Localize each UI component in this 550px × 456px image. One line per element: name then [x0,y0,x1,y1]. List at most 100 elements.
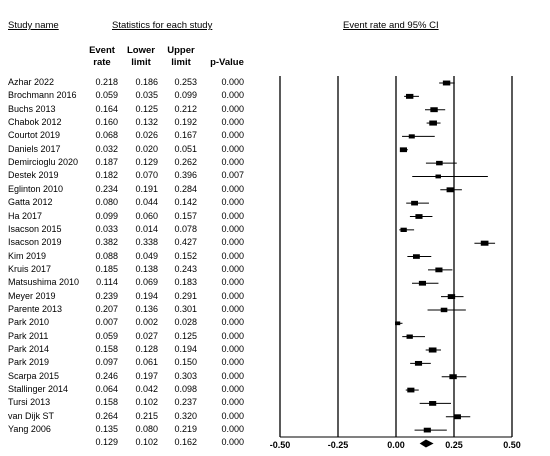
study-15-estimate-marker [418,280,427,286]
study-8-row: Eglinton 2010 0.234 0.191 0.284 0.000 [0,183,260,196]
study-3-study-name: Chabok 2012 [8,117,62,128]
ci-header: Event rate and 95% CI [343,20,439,31]
summary-p-value: 0.000 [221,437,244,448]
study-7-lower-limit: 0.070 [135,170,158,181]
study-10-event-rate: 0.099 [95,210,118,221]
study-19-event-rate: 0.059 [95,330,118,341]
study-3-estimate-marker [429,120,437,126]
study-6-event-rate: 0.187 [95,157,118,168]
study-4-row: Courtot 2019 0.068 0.026 0.167 0.000 [0,129,260,142]
study-12-lower-limit: 0.338 [135,237,158,248]
study-23-upper-limit: 0.098 [174,384,197,395]
study-10-estimate-marker [415,214,423,219]
study-23-p-value: 0.000 [221,384,244,395]
study-24-event-rate: 0.158 [95,397,118,408]
study-16-row: Meyer 2019 0.239 0.194 0.291 0.000 [0,290,260,303]
study-17-event-rate: 0.207 [95,303,118,314]
x-tick-label-3: 0.25 [445,440,463,450]
study-21-p-value: 0.000 [221,357,244,368]
study-2-study-name: Buchs 2013 [8,103,56,114]
study-0-row: Azhar 2022 0.218 0.186 0.253 0.000 [0,76,260,89]
summary-lower-limit: 0.102 [135,437,158,448]
study-4-p-value: 0.000 [221,130,244,141]
study-9-upper-limit: 0.142 [174,197,197,208]
study-12-upper-limit: 0.427 [174,237,197,248]
study-5-lower-limit: 0.020 [135,143,158,154]
study-26-study-name: Yang 2006 [8,424,51,435]
summary-row: 0.129 0.102 0.162 0.000 [0,436,260,449]
upper-limit-column-header: Upper limit [162,45,200,69]
study-18-estimate-marker [395,321,401,326]
x-tick-label-2: 0.00 [387,440,405,450]
study-8-lower-limit: 0.191 [135,183,158,194]
study-22-upper-limit: 0.303 [174,370,197,381]
study-13-event-rate: 0.088 [95,250,118,261]
study-15-upper-limit: 0.183 [174,277,197,288]
study-26-event-rate: 0.135 [95,424,118,435]
study-16-p-value: 0.000 [221,290,244,301]
study-11-estimate-marker [400,227,407,232]
study-20-row: Park 2014 0.158 0.128 0.194 0.000 [0,343,260,356]
study-1-row: Brochmann 2016 0.059 0.035 0.099 0.000 [0,89,260,102]
study-8-estimate-marker [446,187,454,193]
study-25-estimate-marker [453,414,461,420]
study-18-lower-limit: 0.002 [135,317,158,328]
event-rate-header-line1: Event [89,45,115,56]
study-10-lower-limit: 0.060 [135,210,158,221]
study-4-lower-limit: 0.026 [135,130,158,141]
study-21-lower-limit: 0.061 [135,357,158,368]
summary-diamond [419,439,434,448]
study-21-study-name: Park 2019 [8,357,50,368]
study-19-upper-limit: 0.125 [174,330,197,341]
study-0-event-rate: 0.218 [95,77,118,87]
study-23-study-name: Stallinger 2014 [8,384,69,395]
study-8-p-value: 0.000 [221,183,244,194]
study-6-upper-limit: 0.262 [174,157,197,168]
study-0-upper-limit: 0.253 [174,77,197,87]
study-5-row: Daniels 2017 0.032 0.020 0.051 0.000 [0,143,260,156]
study-15-p-value: 0.000 [221,277,244,288]
study-7-row: Destek 2019 0.182 0.070 0.396 0.007 [0,169,260,182]
study-9-p-value: 0.000 [221,197,244,208]
study-25-row: van Dijk ST 0.264 0.215 0.320 0.000 [0,410,260,423]
study-26-upper-limit: 0.219 [174,424,197,435]
study-26-p-value: 0.000 [221,424,244,435]
study-25-p-value: 0.000 [221,410,244,421]
study-5-p-value: 0.000 [221,143,244,154]
study-2-upper-limit: 0.212 [174,103,197,114]
study-22-estimate-marker [449,374,457,380]
study-18-study-name: Park 2010 [8,317,50,328]
study-15-event-rate: 0.114 [96,277,118,288]
study-12-estimate-marker [480,240,489,246]
study-26-row: Yang 2006 0.135 0.080 0.219 0.000 [0,423,260,436]
summary-event-rate: 0.129 [95,437,118,448]
study-20-study-name: Park 2014 [8,344,50,354]
study-23-lower-limit: 0.042 [135,384,158,395]
study-23-row: Stallinger 2014 0.064 0.042 0.098 0.000 [0,383,260,396]
study-2-row: Buchs 2013 0.164 0.125 0.212 0.000 [0,103,260,116]
study-9-row: Gatta 2012 0.080 0.044 0.142 0.000 [0,196,260,209]
study-0-estimate-marker [442,80,451,86]
study-10-row: Ha 2017 0.099 0.060 0.157 0.000 [0,210,260,223]
study-13-row: Kim 2019 0.088 0.049 0.152 0.000 [0,250,260,263]
study-20-event-rate: 0.158 [95,344,118,354]
study-25-upper-limit: 0.320 [174,410,197,421]
study-19-lower-limit: 0.027 [135,330,158,341]
study-26-estimate-marker [423,427,431,433]
study-14-event-rate: 0.185 [95,263,118,274]
study-2-event-rate: 0.164 [95,103,118,114]
study-0-lower-limit: 0.186 [135,77,158,87]
study-24-upper-limit: 0.237 [174,397,197,408]
study-3-p-value: 0.000 [221,117,244,128]
study-6-estimate-marker [436,160,443,166]
study-10-p-value: 0.000 [221,210,244,221]
study-15-row: Matsushima 2010 0.114 0.069 0.183 0.000 [0,276,260,289]
study-12-p-value: 0.000 [221,237,244,248]
study-19-estimate-marker [406,334,413,339]
study-6-p-value: 0.000 [221,157,244,168]
study-22-study-name: Scarpa 2015 [8,370,60,381]
study-21-upper-limit: 0.150 [174,357,197,368]
study-24-lower-limit: 0.102 [135,397,158,408]
